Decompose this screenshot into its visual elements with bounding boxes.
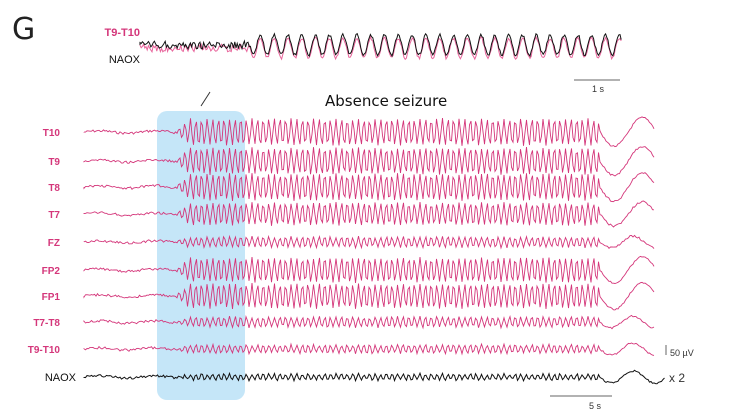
channel-label: T7-T8 (33, 318, 60, 329)
channel-label: FP2 (41, 266, 60, 277)
inset-label-t9-t10: T9-T10 (104, 27, 140, 39)
channel-label: NAOX (44, 372, 76, 384)
amplitude-scale: 50 µV (670, 348, 694, 358)
naox-gain: x 2 (669, 371, 686, 385)
channel-label: FP1 (41, 292, 60, 303)
inset-time-scale: 1 s (592, 84, 605, 94)
channel-label: FZ (47, 238, 60, 249)
channel-label: T9 (48, 157, 60, 168)
channel-label: T7 (48, 210, 60, 221)
time-scale: 5 s (589, 401, 602, 411)
panel-letter: G (12, 12, 36, 47)
channel-label: T9-T10 (27, 345, 60, 356)
channel-label: T10 (42, 128, 60, 139)
chart-title: Absence seizure (325, 92, 448, 110)
channel-label: T8 (48, 183, 60, 194)
inset-label-naox: NAOX (108, 54, 140, 66)
